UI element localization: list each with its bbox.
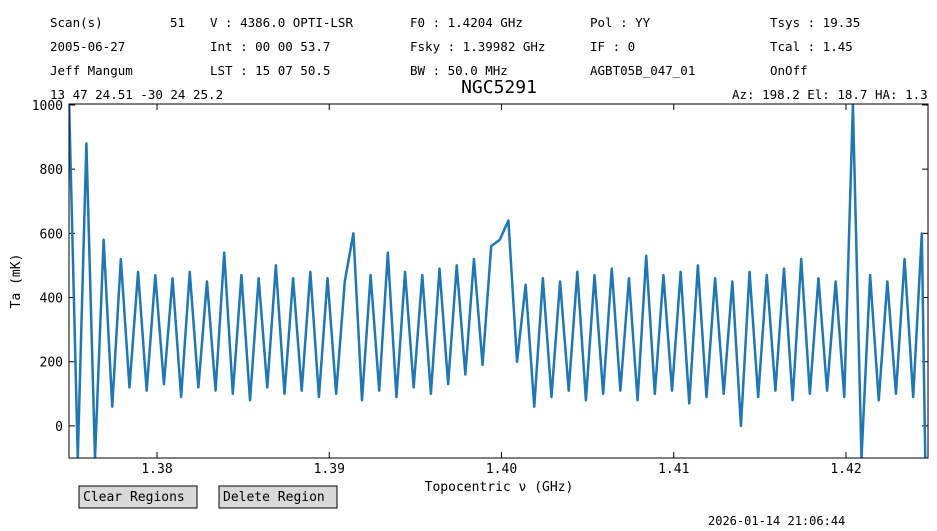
header: Scan(s) 51 V : 4386.0 OPTI-LSR F0 : 1.4204 … <box>50 15 928 102</box>
x-tick-label: 1.38 <box>141 462 172 477</box>
clear-button-bg[interactable] <box>78 485 198 509</box>
x-tick-label: 1.40 <box>486 462 517 477</box>
y-tick-label: 800 <box>40 163 63 178</box>
y-tick-label: 400 <box>40 292 63 307</box>
clear-button[interactable]: Clear Regions <box>78 485 198 509</box>
spectrum-line <box>69 104 927 458</box>
y-tick-label: 1000 <box>32 99 63 114</box>
header-field: LST : 15 07 50.5 <box>210 63 330 78</box>
delete-button[interactable]: Delete Region <box>218 485 338 509</box>
x-tick-label: 1.39 <box>314 462 345 477</box>
y-tick-label: 600 <box>40 227 63 242</box>
x-tick-label: 1.42 <box>830 462 861 477</box>
clear-button-label[interactable]: Clear Regions <box>83 490 185 505</box>
header-field: BW : 50.0 MHz <box>410 63 508 78</box>
header-field: Jeff Mangum <box>50 63 133 78</box>
plot: 1.38 1.39 1.40 1.41 1.42 0 200 400 600 800 1000 <box>32 99 928 477</box>
y-tick-label: 200 <box>40 356 63 371</box>
header-field: 2005-06-27 <box>50 39 125 54</box>
header-field: Tsys : 19.35 <box>770 15 860 30</box>
delete-button-bg[interactable] <box>218 485 338 509</box>
header-field: F0 : 1.4204 GHz <box>410 15 523 30</box>
header-field: OnOff <box>770 63 808 78</box>
x-tick-label: 1.41 <box>658 462 689 477</box>
y-axis-label: Ta (mK) <box>9 254 24 309</box>
delete-button-label[interactable]: Delete Region <box>223 490 325 505</box>
header-field: Pol : YY <box>590 15 651 30</box>
header-field: Tcal : 1.45 <box>770 39 853 54</box>
header-field: AGBT05B_047_01 <box>590 63 695 78</box>
header-field: Scan(s) <box>50 15 103 30</box>
header-field: V : 4386.0 OPTI-LSR <box>210 15 353 30</box>
header-field: Fsky : 1.39982 GHz <box>410 39 545 54</box>
timestamp: 2026-01-14 21:06:44 <box>708 514 845 528</box>
header-field: 51 <box>170 15 185 30</box>
header-field: 13 47 24.51 -30 24 25.2 <box>50 87 223 102</box>
header-field: Az: 198.2 El: 18.7 HA: 1.3 <box>732 87 928 102</box>
header-field: IF : 0 <box>590 39 635 54</box>
x-axis-label: Topocentric ν (GHz) <box>425 480 574 495</box>
plot-frame <box>68 103 929 459</box>
header-field: Int : 00 00 53.7 <box>210 39 330 54</box>
chart-title: NGC5291 <box>461 77 537 98</box>
y-tick-label: 0 <box>55 420 63 435</box>
